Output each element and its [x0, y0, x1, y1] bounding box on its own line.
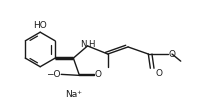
Text: O: O: [168, 50, 175, 59]
Text: N: N: [80, 40, 86, 49]
Text: H: H: [89, 40, 95, 49]
Text: Na⁺: Na⁺: [65, 90, 82, 99]
Text: O: O: [95, 70, 102, 79]
Text: HO: HO: [33, 21, 47, 30]
Text: O: O: [155, 69, 162, 78]
Text: −O: −O: [46, 70, 60, 79]
